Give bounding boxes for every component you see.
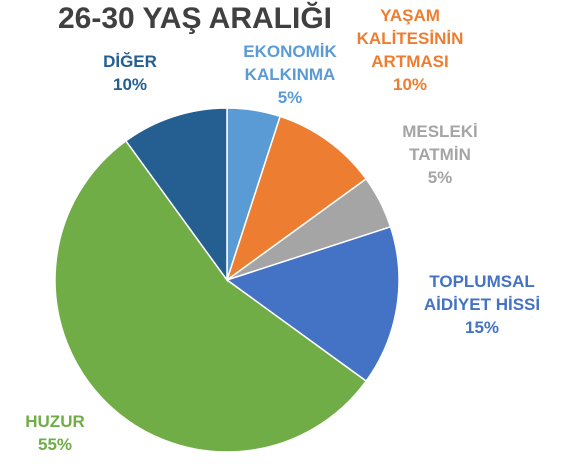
data-label: HUZUR 55%: [5, 410, 105, 456]
label-value: 15%: [464, 318, 500, 337]
label-name: YAŞAM KALİTESİNİN ARTMASI: [356, 6, 464, 71]
label-name: EKONOMİK KALKINMA: [243, 42, 337, 84]
label-name: MESLEKİ TATMİN: [402, 122, 478, 164]
label-value: 10%: [392, 75, 428, 94]
label-name: HUZUR: [25, 412, 85, 431]
pie-slice: [124, 107, 228, 283]
pie-slice: [225, 225, 400, 383]
data-label: DİĞER 10%: [80, 50, 180, 96]
chart-title: 26-30 YAŞ ARALIĞI: [58, 2, 332, 35]
data-label: YAŞAM KALİTESİNİN ARTMASI 10%: [345, 4, 475, 96]
label-value: 5%: [427, 168, 453, 187]
pie-slice: [54, 139, 368, 453]
data-label: MESLEKİ TATMİN 5%: [390, 120, 490, 189]
label-name: DİĞER: [103, 52, 157, 71]
label-name: TOPLUMSAL AİDİYET HİSSİ: [423, 272, 541, 314]
data-label: TOPLUMSAL AİDİYET HİSSİ 15%: [407, 270, 557, 339]
label-value: 55%: [37, 435, 73, 454]
label-value: 10%: [112, 75, 148, 94]
pie-slice: [225, 115, 368, 282]
data-label: EKONOMİK KALKINMA 5%: [225, 40, 355, 109]
label-value: 5%: [277, 88, 303, 107]
